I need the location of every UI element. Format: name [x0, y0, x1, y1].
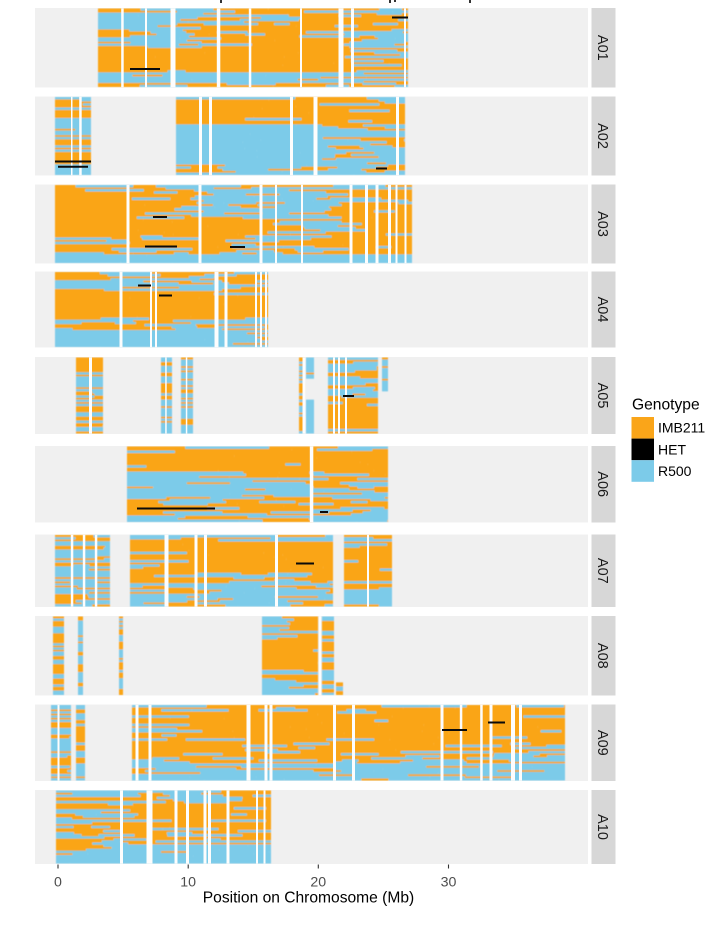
svg-text:A03: A03 [594, 211, 610, 237]
svg-text:A04: A04 [594, 297, 610, 323]
svg-text:30: 30 [441, 875, 457, 891]
svg-text:R500: R500 [658, 463, 692, 479]
svg-text:IMB211: IMB211 [658, 420, 705, 436]
svg-text:20: 20 [310, 875, 326, 891]
svg-text:10: 10 [180, 875, 196, 891]
svg-text:Genotype: Genotype [632, 397, 700, 414]
svg-text:A02: A02 [594, 123, 610, 149]
svg-text:Position on Chromosome (Mb): Position on Chromosome (Mb) [203, 890, 414, 907]
svg-text:A10: A10 [594, 814, 610, 840]
svg-text:A01: A01 [594, 35, 610, 61]
svg-text:HET: HET [658, 441, 686, 457]
svg-text:A07: A07 [594, 558, 610, 584]
svg-text:A06: A06 [594, 471, 610, 497]
svg-text:A09: A09 [594, 730, 610, 756]
svg-text:0: 0 [54, 875, 62, 891]
svg-text:A05: A05 [594, 383, 610, 409]
svg-text:A08: A08 [594, 643, 610, 669]
